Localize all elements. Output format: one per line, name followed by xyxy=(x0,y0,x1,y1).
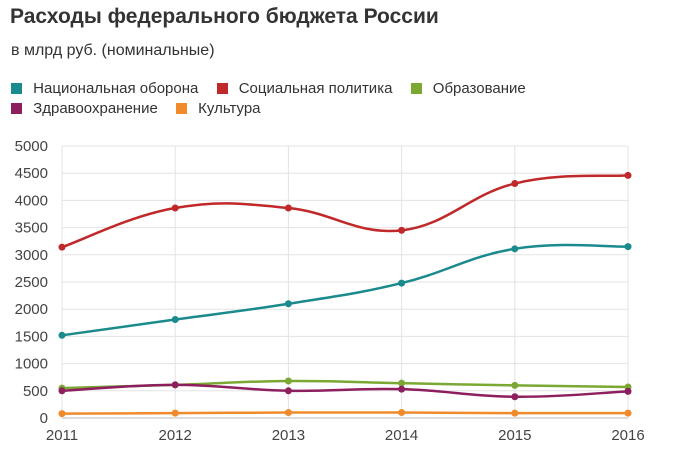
legend-label-education: Образование xyxy=(432,80,526,97)
data-point-healthcare[interactable] xyxy=(171,381,179,389)
y-tick-label: 4500 xyxy=(15,165,48,182)
data-point-healthcare[interactable] xyxy=(284,387,292,395)
data-point-social[interactable] xyxy=(511,180,519,188)
y-tick-label: 3500 xyxy=(15,220,48,237)
y-tick-label: 2500 xyxy=(15,274,48,291)
data-point-education[interactable] xyxy=(284,377,292,385)
legend-item-culture[interactable]: Культура xyxy=(175,99,261,119)
data-point-healthcare[interactable] xyxy=(398,385,406,393)
y-tick-label: 3000 xyxy=(15,247,48,264)
data-point-defense[interactable] xyxy=(58,331,66,339)
y-tick-label: 1000 xyxy=(15,356,48,373)
y-tick-label: 500 xyxy=(23,383,48,400)
series-line-culture xyxy=(61,411,629,415)
legend: Национальная оборона Социальная политика… xyxy=(11,79,671,119)
data-point-culture[interactable] xyxy=(58,410,66,418)
y-tick-label: 1500 xyxy=(15,328,48,345)
x-tick-label: 2016 xyxy=(611,427,644,444)
data-point-social[interactable] xyxy=(398,226,406,234)
legend-item-defense[interactable]: Национальная оборона xyxy=(11,79,198,99)
data-point-defense[interactable] xyxy=(171,316,179,324)
data-point-defense[interactable] xyxy=(624,243,632,251)
x-tick-label: 2012 xyxy=(159,427,192,444)
data-point-culture[interactable] xyxy=(511,409,519,417)
legend-swatch-culture xyxy=(175,103,187,114)
series-line-social xyxy=(61,174,629,249)
series-line-defense xyxy=(61,243,629,337)
legend-label-social: Социальная политика xyxy=(238,80,393,97)
y-tick-label: 5000 xyxy=(15,138,48,155)
data-point-culture[interactable] xyxy=(284,409,292,417)
legend-swatch-defense xyxy=(11,83,22,94)
data-point-social[interactable] xyxy=(58,243,66,251)
data-point-defense[interactable] xyxy=(398,279,406,287)
x-tick-label: 2014 xyxy=(385,427,418,444)
data-point-healthcare[interactable] xyxy=(511,393,519,401)
legend-swatch-social xyxy=(216,83,228,94)
data-point-defense[interactable] xyxy=(284,300,292,308)
legend-item-social[interactable]: Социальная политика xyxy=(216,79,393,99)
legend-swatch-education xyxy=(410,83,422,94)
data-point-culture[interactable] xyxy=(624,409,632,417)
data-point-education[interactable] xyxy=(398,379,406,387)
data-point-healthcare[interactable] xyxy=(624,387,632,395)
data-point-social[interactable] xyxy=(171,204,179,212)
chart-title: Расходы федерального бюджета России xyxy=(10,5,439,28)
legend-swatch-healthcare xyxy=(11,103,22,114)
data-point-social[interactable] xyxy=(624,171,632,179)
x-tick-label: 2015 xyxy=(498,427,531,444)
data-point-healthcare[interactable] xyxy=(58,387,66,395)
y-tick-label: 0 xyxy=(40,410,48,427)
x-tick-label: 2011 xyxy=(46,427,78,444)
legend-item-healthcare[interactable]: Здравоохранение xyxy=(11,99,158,119)
data-point-culture[interactable] xyxy=(398,409,406,417)
x-tick-label: 2013 xyxy=(272,427,305,444)
data-point-social[interactable] xyxy=(284,204,292,212)
legend-label-defense: Национальная оборона xyxy=(33,80,199,97)
y-tick-label: 4000 xyxy=(15,192,48,209)
legend-label-healthcare: Здравоохранение xyxy=(33,100,158,117)
series-line-healthcare xyxy=(61,383,629,399)
y-tick-label: 2000 xyxy=(15,301,48,318)
legend-label-culture: Культура xyxy=(198,100,261,117)
data-point-education[interactable] xyxy=(511,381,519,389)
legend-item-education[interactable]: Образование xyxy=(410,79,526,99)
data-point-culture[interactable] xyxy=(171,409,179,417)
chart-subtitle: в млрд руб. (номинальные) xyxy=(11,42,215,59)
data-point-defense[interactable] xyxy=(511,245,519,253)
